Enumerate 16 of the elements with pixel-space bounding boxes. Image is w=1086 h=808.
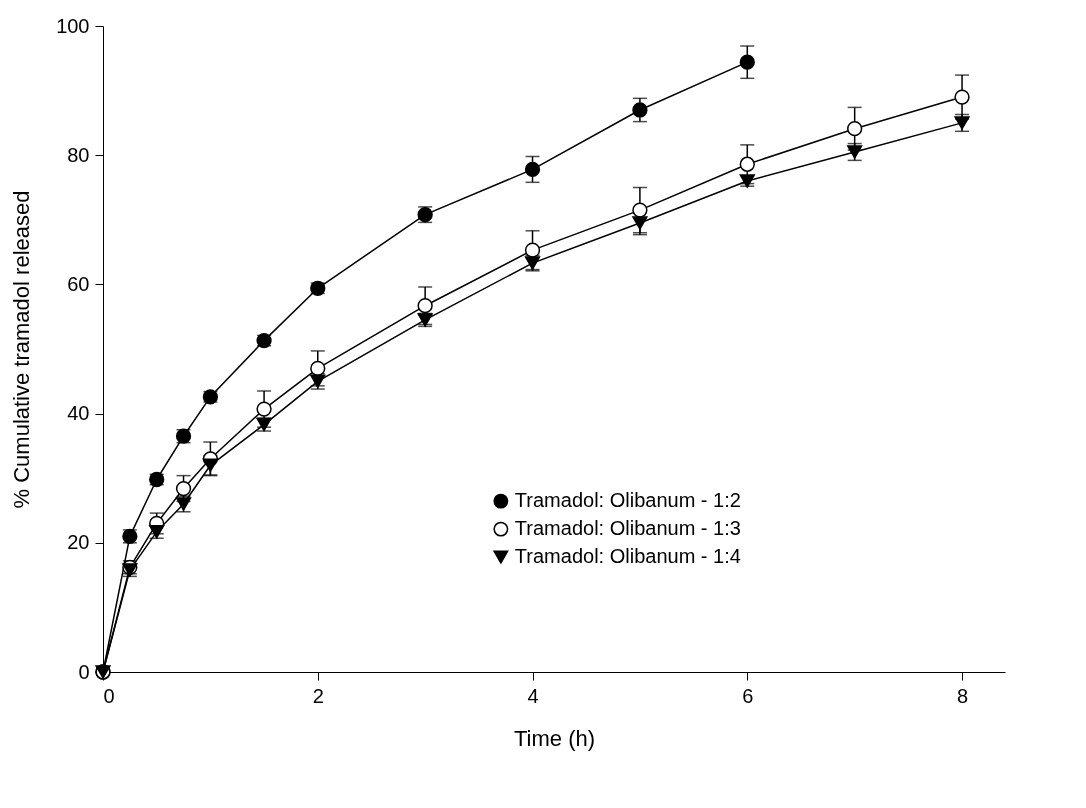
y-tick-label: 100 — [56, 14, 90, 37]
x-tick-label: 4 — [527, 684, 539, 707]
y-tick-label: 0 — [78, 660, 90, 683]
legend-label: Tramadol: Olibanum - 1:4 — [514, 545, 741, 568]
y-tick-label: 20 — [67, 531, 90, 554]
x-tick-label: 8 — [956, 684, 969, 707]
x-axis-title: Time (h) — [513, 725, 596, 751]
y-tick-label: 60 — [67, 272, 90, 295]
y-axis-title: % Cumulative tramadol released — [9, 190, 35, 509]
legend-label: Tramadol: Olibanum - 1:2 — [514, 489, 741, 512]
x-tick-label: 0 — [103, 684, 115, 707]
y-tick-label: 40 — [67, 402, 90, 425]
y-tick-label: 80 — [67, 143, 90, 166]
x-tick-label: 2 — [312, 684, 324, 707]
x-tick-label: 6 — [742, 684, 754, 707]
legend-label: Tramadol: Olibanum - 1:3 — [514, 517, 741, 540]
